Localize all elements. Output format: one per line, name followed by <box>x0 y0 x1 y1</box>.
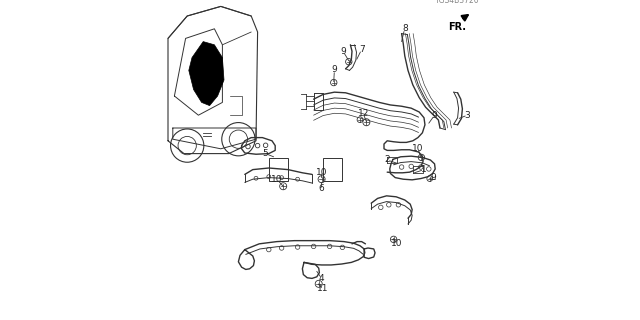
Text: 11: 11 <box>317 284 328 293</box>
Polygon shape <box>189 42 224 106</box>
Text: 8: 8 <box>402 24 408 33</box>
Text: 9: 9 <box>431 173 436 182</box>
Text: 9: 9 <box>432 111 437 120</box>
Bar <box>323 158 342 181</box>
Text: 10: 10 <box>391 239 403 248</box>
Text: 1: 1 <box>421 165 427 174</box>
Text: 6: 6 <box>319 184 324 193</box>
Text: TGS4B3720: TGS4B3720 <box>435 0 479 5</box>
Text: 5: 5 <box>263 149 268 158</box>
Text: FR.: FR. <box>449 22 467 32</box>
Text: 3: 3 <box>465 111 470 120</box>
Text: 9: 9 <box>332 65 337 74</box>
Text: 4: 4 <box>319 274 324 283</box>
Text: 2: 2 <box>385 156 390 164</box>
Text: 10: 10 <box>412 144 424 153</box>
Text: 9: 9 <box>340 47 346 56</box>
Text: 10: 10 <box>271 175 282 184</box>
Text: 10: 10 <box>316 168 327 177</box>
Text: 7: 7 <box>359 45 364 54</box>
Text: 12: 12 <box>358 109 369 118</box>
Bar <box>269 158 288 181</box>
